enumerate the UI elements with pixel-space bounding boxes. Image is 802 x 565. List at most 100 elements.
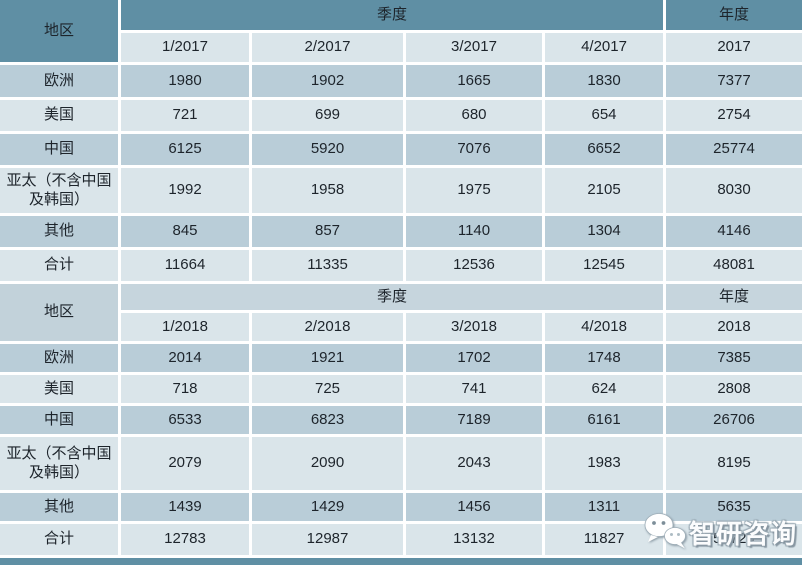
value-cell: 1304 [545, 216, 667, 250]
value-cell: 6652 [545, 134, 667, 168]
value-cell: 1311 [545, 493, 667, 524]
region-cell: 其他 [0, 216, 121, 250]
table-2017-header-row: 地区 季度 年度 [0, 0, 802, 65]
value-cell: 12783 [121, 524, 252, 558]
value-cell: 1975 [406, 168, 545, 216]
table-row: 欧洲 2014 1921 1702 1748 7385 [0, 344, 802, 375]
value-cell: 12536 [406, 250, 545, 284]
table-row-total: 合计 11664 11335 12536 12545 48081 [0, 250, 802, 284]
value-cell: 11664 [121, 250, 252, 284]
header-region-2018: 地区 [0, 284, 121, 344]
table-2018-subheader-row: 1/2018 2/2018 3/2018 4/2018 2018 [0, 313, 802, 344]
value-cell: 718 [121, 375, 252, 406]
table-bottom-border [0, 558, 802, 565]
value-cell: 1429 [252, 493, 406, 524]
table-2017-subheader-row: 1/2017 2/2017 3/2017 4/2017 2017 [0, 33, 802, 65]
region-cell: 其他 [0, 493, 121, 524]
value-cell: 624 [545, 375, 667, 406]
value-cell: 50729 [666, 524, 802, 558]
value-cell: 2105 [545, 168, 667, 216]
value-cell: 1665 [406, 65, 545, 100]
value-cell: 5635 [666, 493, 802, 524]
subheader-q1-2017: 1/2017 [121, 33, 252, 65]
table-row-total: 合计 12783 12987 13132 11827 50729 [0, 524, 802, 558]
value-cell: 1958 [252, 168, 406, 216]
value-cell: 2090 [252, 437, 406, 493]
value-cell: 13132 [406, 524, 545, 558]
value-cell: 699 [252, 100, 406, 134]
region-cell: 欧洲 [0, 65, 121, 100]
value-cell: 2079 [121, 437, 252, 493]
value-cell: 1439 [121, 493, 252, 524]
value-cell: 8195 [666, 437, 802, 493]
value-cell: 6125 [121, 134, 252, 168]
value-cell: 2754 [666, 100, 802, 134]
table-row: 美国 718 725 741 624 2808 [0, 375, 802, 406]
value-cell: 845 [121, 216, 252, 250]
table-row: 中国 6533 6823 7189 6161 26706 [0, 406, 802, 437]
header-year-2017: 年度 [666, 0, 802, 33]
value-cell: 7377 [666, 65, 802, 100]
value-cell: 654 [545, 100, 667, 134]
table-2018-header-row: 地区 季度 年度 [0, 284, 802, 344]
region-cell: 亚太（不含中国及韩国） [0, 437, 121, 493]
table-row: 中国 6125 5920 7076 6652 25774 [0, 134, 802, 168]
value-cell: 725 [252, 375, 406, 406]
table-row: 其他 845 857 1140 1304 4146 [0, 216, 802, 250]
subheader-year-2018: 2018 [666, 313, 802, 344]
value-cell: 7189 [406, 406, 545, 437]
subheader-q1-2018: 1/2018 [121, 313, 252, 344]
table-row: 美国 721 699 680 654 2754 [0, 100, 802, 134]
subheader-q2-2017: 2/2017 [252, 33, 406, 65]
region-cell: 美国 [0, 375, 121, 406]
table-row: 欧洲 1980 1902 1665 1830 7377 [0, 65, 802, 100]
header-region-2017: 地区 [0, 0, 121, 65]
table-row: 其他 1439 1429 1456 1311 5635 [0, 493, 802, 524]
value-cell: 6161 [545, 406, 667, 437]
value-cell: 1902 [252, 65, 406, 100]
header-quarter-2017: 季度 [121, 0, 667, 33]
subheader-q3-2017: 3/2017 [406, 33, 545, 65]
value-cell: 25774 [666, 134, 802, 168]
table-row: 亚太（不含中国及韩国） 2079 2090 2043 1983 8195 [0, 437, 802, 493]
table-row: 亚太（不含中国及韩国） 1992 1958 1975 2105 8030 [0, 168, 802, 216]
header-year-2018: 年度 [666, 284, 802, 313]
region-cell: 中国 [0, 134, 121, 168]
value-cell: 1983 [545, 437, 667, 493]
subheader-q4-2018: 4/2018 [545, 313, 667, 344]
value-cell: 12545 [545, 250, 667, 284]
value-cell: 4146 [666, 216, 802, 250]
value-cell: 2808 [666, 375, 802, 406]
value-cell: 48081 [666, 250, 802, 284]
value-cell: 2043 [406, 437, 545, 493]
value-cell: 1748 [545, 344, 667, 375]
region-cell: 欧洲 [0, 344, 121, 375]
region-cell: 中国 [0, 406, 121, 437]
subheader-q2-2018: 2/2018 [252, 313, 406, 344]
value-cell: 1830 [545, 65, 667, 100]
value-cell: 12987 [252, 524, 406, 558]
value-cell: 1702 [406, 344, 545, 375]
value-cell: 721 [121, 100, 252, 134]
value-cell: 26706 [666, 406, 802, 437]
region-cell: 美国 [0, 100, 121, 134]
value-cell: 741 [406, 375, 545, 406]
subheader-year-2017: 2017 [666, 33, 802, 65]
header-quarter-2018: 季度 [121, 284, 667, 313]
value-cell: 2014 [121, 344, 252, 375]
subheader-q3-2018: 3/2018 [406, 313, 545, 344]
value-cell: 6533 [121, 406, 252, 437]
region-cell: 合计 [0, 524, 121, 558]
value-cell: 1140 [406, 216, 545, 250]
value-cell: 1980 [121, 65, 252, 100]
region-cell: 亚太（不含中国及韩国） [0, 168, 121, 216]
value-cell: 1992 [121, 168, 252, 216]
value-cell: 1456 [406, 493, 545, 524]
value-cell: 680 [406, 100, 545, 134]
value-cell: 11335 [252, 250, 406, 284]
region-cell: 合计 [0, 250, 121, 284]
value-cell: 1921 [252, 344, 406, 375]
value-cell: 11827 [545, 524, 667, 558]
value-cell: 8030 [666, 168, 802, 216]
